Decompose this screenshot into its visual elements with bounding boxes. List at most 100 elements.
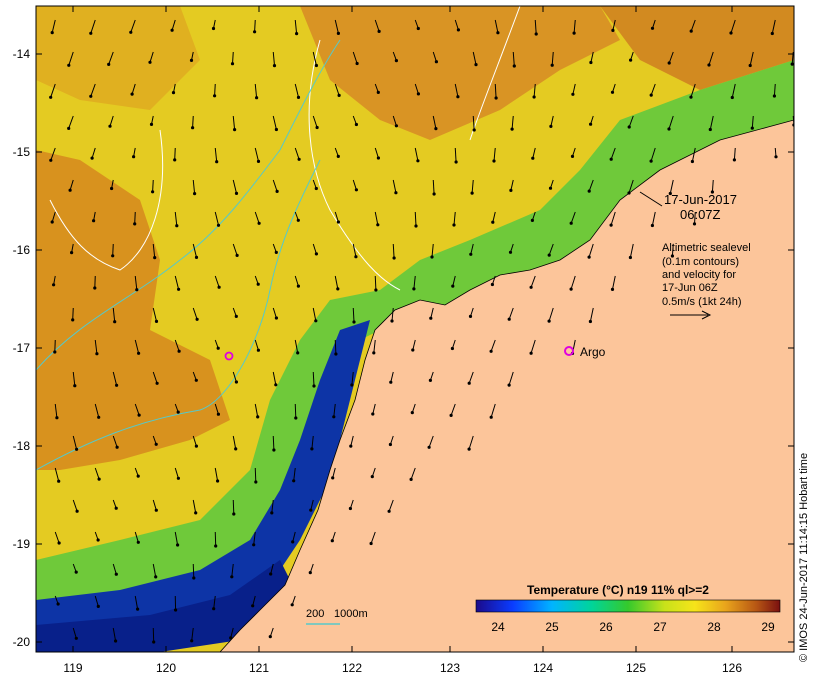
velocity-arrow [494,83,497,99]
velocity-arrow [512,51,515,67]
velocity-arrow [192,499,197,513]
velocity-arrow [388,499,394,512]
velocity-arrow [690,83,696,98]
velocity-arrow-head [154,442,158,446]
velocity-arrow-head [707,63,711,67]
velocity-arrow [690,19,696,32]
velocity-arrow [311,435,314,449]
velocity-arrow-head [114,572,118,576]
velocity-arrow [733,147,736,160]
velocity-arrow [334,19,339,34]
velocity-arrow-head [115,445,119,449]
velocity-arrow-head [750,126,754,130]
lat-label-20: -20 [13,635,31,649]
velocity-arrow [454,19,459,31]
velocity-arrow-head [136,474,140,478]
velocity-arrow [771,19,776,34]
velocity-arrow [612,275,616,290]
velocity-arrow-head [331,476,335,480]
map-area: Argo 17-Jun-2017 06:07Z Altimetric seale… [36,6,794,652]
velocity-arrow-head [394,124,398,128]
velocity-arrow [293,467,296,481]
velocity-arrow [192,115,194,128]
velocity-arrow [671,243,674,257]
velocity-arrow-head [296,351,300,355]
lat-label-14: -14 [13,47,31,61]
velocity-arrow-head [774,155,778,159]
velocity-arrow [171,19,176,31]
velocity-arrow-head [609,157,613,161]
velocity-arrow-head [474,63,478,67]
velocity-arrow-head [176,476,180,480]
velocity-arrow [550,115,554,127]
velocity-arrow-head [434,60,438,64]
velocity-arrow-head [494,96,498,100]
warm-water-west [36,150,230,470]
velocity-arrow-head [369,541,373,546]
velocity-arrow-head [314,63,318,68]
velocity-arrow-head [56,602,60,606]
velocity-arrow-head [472,128,476,132]
velocity-arrow [174,467,179,479]
velocity-arrow [730,19,736,34]
velocity-arrow-head [467,447,471,451]
velocity-arrow [72,307,74,320]
velocity-arrow-head [113,320,117,324]
velocity-arrow-head [269,572,273,576]
velocity-arrow-head [312,384,316,388]
velocity-arrow [152,243,156,258]
velocity-arrow-head [550,63,554,67]
velocity-arrow-head [589,60,593,65]
velocity-arrow [253,531,256,545]
velocity-arrow-head [194,378,198,382]
velocity-arrow [374,211,379,225]
velocity-arrow [312,371,315,387]
velocity-arrow [432,179,435,195]
velocity-arrow-head [129,30,133,34]
velocity-arrow-head [387,509,391,513]
info-line-1: Altimetric sealevel [662,242,751,254]
velocity-arrow [709,115,714,130]
velocity-arrow [570,275,576,290]
velocity-arrow-head [137,351,141,355]
velocity-arrow-head [177,349,181,353]
info-line-3: and velocity for [662,269,736,281]
timestamp-pointer [639,191,663,207]
velocity-arrow-head [97,415,101,419]
velocity-arrow-head [667,127,671,131]
velocity-arrow [134,403,140,416]
cyan-contour-2 [36,159,321,471]
velocity-arrow-head [452,223,456,227]
velocity-arrow [174,531,179,546]
velocity-arrow [232,435,237,449]
velocity-arrow [254,19,256,32]
velocity-arrow-head [268,635,272,639]
velocity-arrow [254,211,260,224]
velocity-arrow [50,147,56,161]
velocity-arrow-head [337,93,341,97]
velocity-arrow-head [130,92,134,96]
velocity-arrow-head [154,319,159,323]
depth-label-200: 200 [306,608,324,620]
velocity-arrow-head [170,28,174,32]
lat-label-19: -19 [13,537,31,551]
velocity-arrow-head [217,285,221,289]
velocity-arrow-head [195,317,199,321]
velocity-arrow-head [234,314,238,318]
velocity-arrow [112,307,116,322]
velocity-arrow [490,403,496,418]
velocity-arrow-head [470,191,474,195]
velocity-arrow [69,179,74,191]
velocity-arrow-head [689,95,693,99]
velocity-arrow-head [292,479,296,483]
velocity-arrow-head [174,608,178,612]
velocity-arrow [432,51,437,62]
velocity-arrow [412,339,416,351]
velocity-arrow-head [216,223,221,227]
velocity-arrow-head [176,410,180,414]
velocity-arrow-head [213,94,217,98]
green-coastal-band [36,60,794,630]
velocity-arrow-head [650,223,655,228]
velocity-arrow-head [73,384,77,388]
velocity-arrow [134,339,140,354]
